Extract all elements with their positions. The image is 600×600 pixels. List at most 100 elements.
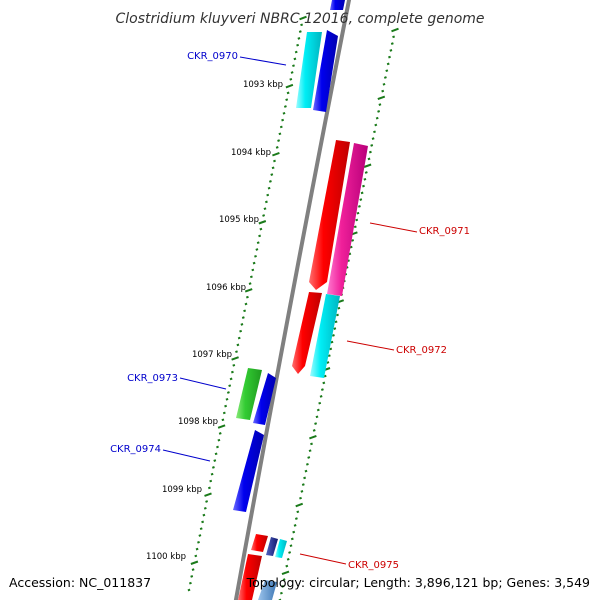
major-tick — [309, 434, 317, 440]
minor-tick — [275, 146, 279, 149]
gene-label[interactable]: CKR_0971 — [419, 226, 470, 237]
minor-tick — [388, 55, 391, 59]
minor-tick — [230, 370, 234, 374]
reverse-strand-genes — [238, 140, 368, 600]
minor-tick — [296, 510, 300, 514]
minor-tick — [243, 309, 247, 313]
minor-tick — [363, 177, 367, 181]
gene-ckr-0974 — [233, 430, 264, 512]
minor-tick — [322, 381, 326, 385]
minor-tick — [288, 551, 292, 554]
minor-tick — [251, 268, 255, 272]
minor-tick — [218, 432, 222, 435]
major-tick — [285, 83, 294, 89]
minor-tick — [203, 506, 207, 510]
minor-tick — [199, 527, 203, 531]
gene-label[interactable]: CKR_0974 — [110, 444, 161, 455]
major-tick — [190, 560, 199, 565]
minor-tick — [337, 306, 341, 310]
minor-tick — [222, 411, 226, 415]
gene-label[interactable]: CKR_0972 — [396, 345, 447, 356]
leader-ckr-0974 — [162, 449, 211, 462]
minor-tick — [308, 449, 312, 453]
minor-tick — [292, 64, 295, 68]
minor-tick — [211, 466, 215, 469]
minor-tick — [292, 530, 296, 534]
minor-tick — [205, 500, 209, 503]
minor-tick — [224, 404, 228, 408]
minor-tick — [245, 295, 249, 299]
gene-label[interactable]: CKR_0970 — [187, 51, 238, 62]
minor-tick — [241, 316, 245, 319]
minor-tick — [217, 438, 221, 442]
minor-tick — [190, 575, 194, 578]
gene-ckr-0975-b — [266, 537, 278, 556]
minor-tick — [214, 452, 218, 456]
major-tick — [204, 492, 212, 497]
gene-top-partial — [330, 0, 345, 10]
minor-tick — [266, 193, 270, 197]
minor-tick — [298, 30, 302, 33]
minor-tick — [293, 524, 297, 527]
minor-tick — [378, 103, 382, 106]
gene-ckr-0975-a — [251, 534, 268, 552]
minor-tick — [382, 82, 386, 86]
minor-tick — [226, 391, 230, 394]
minor-tick — [310, 442, 313, 446]
minor-tick — [225, 397, 229, 401]
minor-tick — [286, 91, 290, 95]
minor-tick — [254, 254, 257, 258]
minor-tick — [314, 422, 318, 425]
minor-tick — [271, 166, 275, 170]
minor-tick — [362, 184, 365, 188]
forward-strand-genes — [233, 0, 345, 512]
minor-tick — [330, 340, 334, 344]
minor-tick — [299, 496, 302, 500]
gene-label[interactable]: CKR_0973 — [127, 373, 178, 384]
gene-ckr-0973-a — [236, 368, 262, 420]
minor-tick — [323, 374, 327, 378]
minor-tick — [187, 588, 191, 592]
minor-tick — [270, 173, 274, 176]
minor-tick — [353, 225, 357, 229]
minor-tick — [232, 363, 236, 367]
minor-tick — [289, 544, 293, 548]
kbp-label: 1098 kbp — [178, 417, 218, 427]
major-tick — [258, 220, 267, 225]
kbp-label: 1095 kbp — [219, 215, 259, 225]
minor-tick — [197, 540, 200, 544]
leader-ckr-0973 — [179, 377, 227, 390]
minor-tick — [228, 384, 232, 388]
genome-backbone — [233, 0, 352, 600]
major-tick — [299, 15, 307, 21]
minor-tick — [300, 490, 304, 493]
minor-tick — [267, 186, 271, 190]
minor-tick — [281, 118, 285, 122]
minor-tick — [312, 429, 316, 432]
minor-tick — [289, 77, 293, 81]
minor-tick — [188, 581, 192, 585]
minor-tick — [374, 123, 378, 127]
minor-tick — [326, 361, 330, 364]
gene-ckr-0970-a — [296, 32, 322, 108]
accession-text: Accession: NC_011837 — [9, 575, 151, 590]
minor-tick — [375, 116, 379, 120]
minor-tick — [281, 585, 285, 588]
minor-tick — [249, 275, 253, 279]
gene-label[interactable]: CKR_0975 — [348, 560, 399, 571]
minor-tick — [282, 578, 286, 581]
gene-ckr-0970-b — [313, 30, 338, 112]
minor-tick — [248, 282, 252, 285]
minor-tick — [294, 50, 298, 54]
kbp-label: 1097 kbp — [192, 350, 232, 360]
minor-tick — [383, 76, 387, 79]
minor-tick — [273, 159, 276, 163]
minor-tick — [255, 248, 259, 251]
minor-tick — [195, 547, 199, 551]
minor-tick — [371, 137, 375, 140]
minor-tick — [301, 483, 305, 486]
minor-tick — [283, 105, 287, 108]
leader-ckr-0971 — [369, 222, 418, 233]
major-tick — [281, 570, 290, 576]
major-tick — [231, 356, 239, 361]
